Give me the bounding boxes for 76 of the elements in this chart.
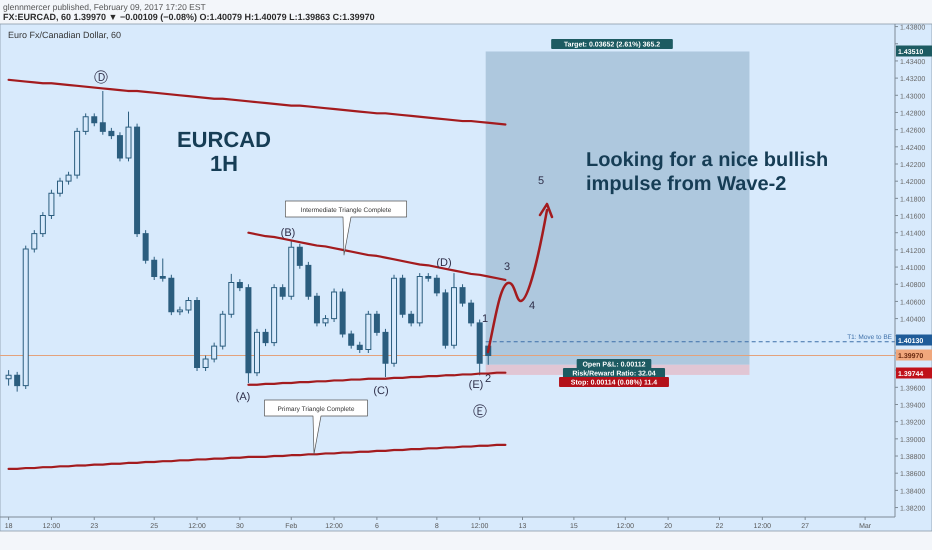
- candlestick: [211, 342, 218, 363]
- candlestick: [245, 284, 252, 384]
- candlestick: [288, 240, 294, 300]
- annotation: 4: [528, 300, 536, 312]
- candlestick: [425, 272, 432, 282]
- candlestick: [262, 328, 269, 347]
- candlestick: [416, 272, 423, 327]
- candlestick: [91, 112, 98, 127]
- candlestick: [194, 296, 200, 372]
- annotation: 1: [482, 313, 488, 325]
- candlestick: [322, 314, 329, 327]
- candlestick: [100, 90, 106, 136]
- annotation: (D): [436, 257, 452, 269]
- candlestick: [460, 284, 466, 308]
- candlestick: [151, 256, 158, 280]
- candlestick: [6, 370, 12, 386]
- annotation: (B): [280, 227, 296, 239]
- candlestick: [40, 212, 46, 238]
- candlestick: [340, 288, 346, 338]
- candlestick: [142, 230, 149, 264]
- candlestick: [254, 328, 260, 377]
- candlestick: [434, 274, 440, 297]
- candlestick: [305, 261, 312, 300]
- candlestick: [220, 310, 226, 350]
- candlestick: [66, 171, 72, 186]
- candlestick: [176, 306, 183, 316]
- candlestick: [271, 284, 278, 347]
- annotation: EURCAD: [176, 127, 272, 152]
- candlestick: [280, 284, 286, 300]
- candlestick: [116, 132, 123, 162]
- candlestick: [160, 258, 166, 282]
- text: glennmercer published, February 09, 2017 17:20 EST: [3, 2, 206, 12]
- candlestick: [108, 127, 114, 140]
- candlestick: [331, 288, 338, 323]
- line-series: [8, 444, 506, 470]
- candlestick: [236, 278, 243, 292]
- candlestick: [126, 111, 132, 162]
- candlestick: [134, 123, 140, 238]
- candlestick: [382, 328, 388, 378]
- annotation: (E): [468, 379, 484, 391]
- candlestick: [82, 112, 89, 136]
- candlestick: [48, 189, 54, 220]
- candlestick: [56, 177, 63, 198]
- candlestick: [450, 272, 457, 350]
- candlestick: [314, 292, 320, 327]
- chart-title: FX:EURCAD, 60 1.39970 ▼ −0.00109 (−0.08%) O:1.40079 H:1.40079 L:1.39863 C:1.39970: [3, 12, 375, 22]
- candlestick: [14, 371, 20, 392]
- candlestick: [391, 274, 398, 368]
- candlestick: [228, 273, 234, 318]
- annotation: 3: [504, 261, 510, 273]
- candlestick: [168, 274, 174, 316]
- annotation: 5: [538, 175, 544, 187]
- candlestick: [348, 330, 354, 350]
- annotation: 2: [484, 373, 492, 385]
- candlestick: [365, 310, 372, 354]
- candlestick: [476, 318, 483, 376]
- annotation: 1H: [210, 151, 238, 176]
- candlestick: [31, 230, 38, 253]
- text: Euro Fx/Canadian Dollar, 60: [8, 30, 122, 40]
- annotation: (C): [373, 385, 389, 397]
- candlestick: [408, 310, 414, 327]
- annotation: impulse from Wave-2: [586, 173, 786, 195]
- annotation: Looking for a nice bullish: [586, 149, 828, 171]
- candlestick: [374, 310, 380, 336]
- annotation: (A): [236, 391, 250, 403]
- candlestick: [74, 127, 80, 180]
- candlestick: [185, 296, 192, 314]
- annotation: Ⓔ: [473, 403, 487, 419]
- candlestick: [468, 299, 474, 327]
- candlestick: [22, 245, 29, 390]
- candlestick: [202, 355, 209, 372]
- candlestick: [442, 288, 448, 350]
- candlestick: [296, 243, 303, 270]
- candlestick: [400, 274, 406, 318]
- candlestick: [356, 341, 363, 354]
- annotation: Ⓓ: [94, 69, 108, 85]
